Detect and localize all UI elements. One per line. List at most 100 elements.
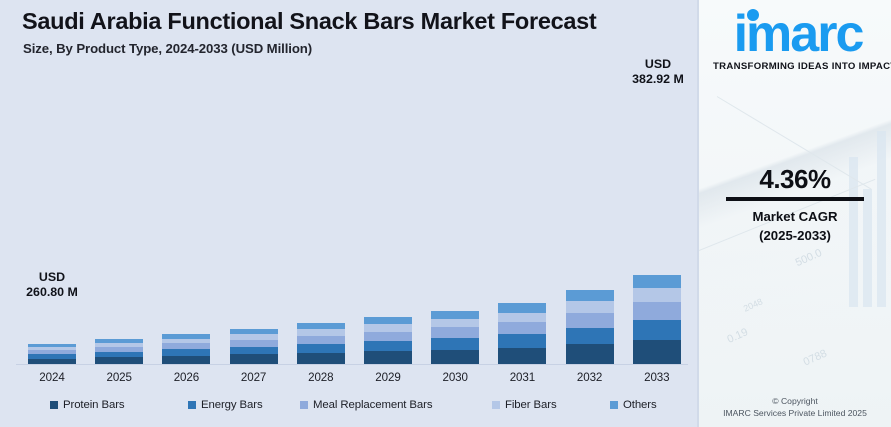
bar-segment-meal-replacement-bars-2025[interactable] (95, 346, 144, 352)
legend-swatch-icon (50, 401, 58, 409)
bar-segment-protein-bars-2027[interactable] (229, 354, 278, 364)
bar-stack (565, 289, 614, 364)
bar-segment-protein-bars-2032[interactable] (565, 344, 614, 364)
bar-segment-others-2024[interactable] (28, 343, 76, 347)
logo-dot-icon (746, 9, 759, 21)
bar-segment-others-2029[interactable] (364, 317, 412, 325)
bar-segment-meal-replacement-bars-2027[interactable] (229, 339, 278, 347)
brand-panel: 500.0 0.19 0788 2048 imarc TRANSFORMING … (699, 0, 891, 427)
bar-group-2024 (28, 343, 76, 364)
bar-stack (28, 343, 76, 364)
x-axis-label-2027: 2027 (240, 371, 267, 384)
bar-segment-fiber-bars-2030[interactable] (431, 318, 480, 328)
bar-segment-fiber-bars-2033[interactable] (632, 287, 681, 303)
bar-segment-energy-bars-2028[interactable] (296, 343, 345, 353)
bar-stack (431, 310, 480, 364)
bar-segment-others-2027[interactable] (229, 328, 278, 335)
x-axis-label-2029: 2029 (375, 371, 401, 384)
bar-segment-fiber-bars-2025[interactable] (95, 342, 144, 347)
bar-segment-energy-bars-2031[interactable] (498, 334, 547, 348)
bar-segment-others-2033[interactable] (632, 274, 681, 288)
first-callout-value: 260.80 M (26, 285, 78, 299)
bar-segment-fiber-bars-2031[interactable] (498, 312, 547, 323)
bar-segment-fiber-bars-2024[interactable] (28, 346, 76, 351)
x-axis-label-2024: 2024 (39, 371, 65, 384)
bar-segment-energy-bars-2029[interactable] (364, 340, 412, 352)
x-axis-label-2026: 2026 (173, 371, 200, 384)
bar-segment-energy-bars-2033[interactable] (632, 320, 681, 340)
bar-segment-others-2030[interactable] (431, 310, 480, 319)
x-axis-label-2025: 2025 (106, 371, 132, 384)
bar-stack (95, 339, 144, 364)
cagr-divider (726, 197, 864, 201)
chart-panel: Saudi Arabia Functional Snack Bars Marke… (6, 8, 688, 411)
bar-segment-energy-bars-2027[interactable] (229, 346, 278, 355)
bar-segment-protein-bars-2030[interactable] (431, 349, 480, 364)
bar-segment-meal-replacement-bars-2026[interactable] (162, 343, 211, 350)
legend-item-others[interactable]: Others (610, 399, 657, 411)
bar-segment-meal-replacement-bars-2033[interactable] (632, 302, 681, 321)
bar-stack (632, 274, 681, 364)
legend-item-energy-bars[interactable]: Energy Bars (188, 399, 263, 411)
brand-background-graphic: 500.0 0.19 0788 2048 (699, 0, 891, 427)
bar-segment-meal-replacement-bars-2029[interactable] (364, 331, 412, 341)
bar-segment-meal-replacement-bars-2032[interactable] (565, 312, 614, 328)
bar-segment-meal-replacement-bars-2031[interactable] (498, 322, 547, 335)
bar-segment-fiber-bars-2032[interactable] (565, 301, 614, 313)
bar-segment-fiber-bars-2026[interactable] (162, 338, 211, 344)
bar-group-2025 (95, 339, 144, 364)
bar-segment-protein-bars-2031[interactable] (498, 347, 547, 364)
x-axis-label-2028: 2028 (308, 371, 334, 384)
bar-stack (229, 328, 278, 364)
bar-stack (364, 317, 412, 364)
copyright-notice: © Copyright IMARC Services Private Limit… (703, 396, 887, 419)
legend-swatch-icon (188, 401, 196, 409)
legend-item-protein-bars[interactable]: Protein Bars (50, 399, 125, 411)
bar-segment-protein-bars-2029[interactable] (364, 351, 412, 364)
bar-segment-meal-replacement-bars-2024[interactable] (28, 350, 76, 355)
legend-swatch-icon (300, 401, 308, 409)
legend-swatch-icon (610, 401, 618, 409)
first-callout-unit: USD (38, 270, 66, 284)
legend-label: Meal Replacement Bars (313, 399, 433, 411)
imarc-tagline: TRANSFORMING IDEAS INTO IMPACT (713, 61, 891, 72)
bar-segment-energy-bars-2026[interactable] (162, 349, 211, 356)
bar-segment-others-2026[interactable] (162, 334, 211, 339)
bar-segment-protein-bars-2033[interactable] (632, 339, 681, 364)
legend-item-meal-replacement-bars[interactable]: Meal Replacement Bars (300, 399, 433, 411)
bar-segment-protein-bars-2028[interactable] (296, 352, 345, 364)
first-value-callout: USD 260.80 M (6, 270, 98, 300)
bar-group-2030 (431, 310, 480, 364)
legend-label: Others (623, 399, 657, 411)
bar-segment-energy-bars-2030[interactable] (431, 337, 480, 350)
legend-item-fiber-bars[interactable]: Fiber Bars (492, 399, 557, 411)
bar-segment-fiber-bars-2029[interactable] (364, 324, 412, 332)
legend-label: Energy Bars (201, 399, 263, 411)
bar-segment-meal-replacement-bars-2028[interactable] (296, 335, 345, 344)
bar-segment-fiber-bars-2028[interactable] (296, 329, 345, 336)
bar-stack (162, 334, 211, 364)
bar-segment-others-2028[interactable] (296, 323, 345, 330)
x-axis-label-2030: 2030 (442, 371, 468, 384)
bar-group-2032 (565, 289, 614, 364)
bar-segment-others-2031[interactable] (498, 303, 547, 313)
bar-segment-protein-bars-2025[interactable] (95, 357, 144, 364)
page-title: Saudi Arabia Functional Snack Bars Marke… (22, 8, 597, 34)
bar-segment-others-2025[interactable] (95, 339, 144, 343)
bar-segment-protein-bars-2026[interactable] (162, 355, 211, 364)
last-callout-unit: USD (644, 57, 672, 71)
copyright-line-2: IMARC Services Private Limited 2025 (723, 407, 867, 418)
bar-segment-meal-replacement-bars-2030[interactable] (431, 327, 480, 338)
cagr-value: 4.36% (759, 164, 831, 194)
bar-segment-energy-bars-2025[interactable] (95, 351, 144, 358)
bar-segment-energy-bars-2024[interactable] (28, 354, 76, 359)
bar-stack (498, 303, 547, 364)
cagr-caption-label: Market CAGR (752, 209, 838, 224)
bar-group-2026 (162, 334, 211, 364)
bar-segment-energy-bars-2032[interactable] (565, 327, 614, 344)
bar-segment-protein-bars-2024[interactable] (28, 358, 76, 364)
legend-label: Protein Bars (63, 399, 125, 411)
bar-segment-fiber-bars-2027[interactable] (229, 334, 278, 340)
bar-segment-others-2032[interactable] (565, 289, 614, 302)
